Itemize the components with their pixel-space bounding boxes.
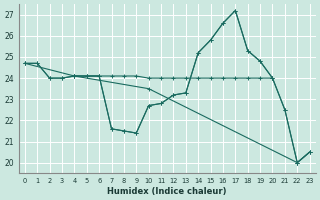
X-axis label: Humidex (Indice chaleur): Humidex (Indice chaleur) xyxy=(108,187,227,196)
